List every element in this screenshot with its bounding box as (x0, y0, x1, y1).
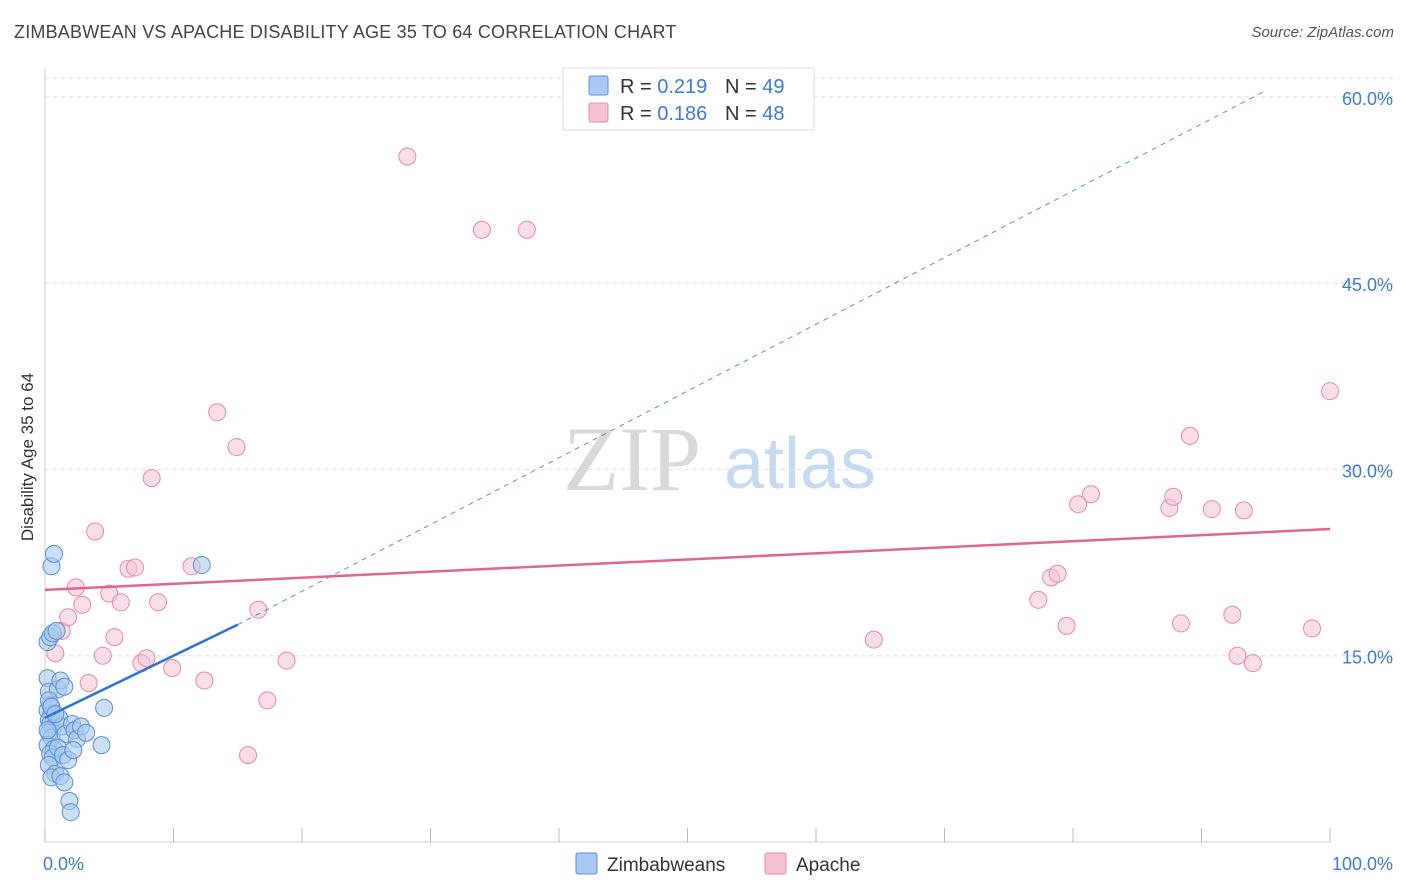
legend-swatch-pink (588, 102, 609, 123)
y-tick-label: 45.0% (1342, 275, 1393, 295)
y-tick-labels: 15.0% 30.0% 45.0% 60.0% (1342, 89, 1393, 668)
watermark-zip: ZIP (563, 408, 701, 510)
apache-point (163, 659, 182, 678)
apache-point (1202, 500, 1221, 519)
gridlines (45, 77, 1393, 657)
apache-point (142, 469, 161, 488)
legend-row1: R = 0.219 N = 49 (620, 76, 785, 98)
zimbabwean-point (92, 736, 111, 755)
apache-point (111, 593, 130, 612)
apache-point (1069, 495, 1088, 514)
apache-point (137, 649, 156, 668)
x-tick-label: 100.0% (1332, 854, 1393, 874)
apache-point (864, 630, 883, 649)
apache-point (195, 671, 214, 690)
zimbabwean-point (95, 698, 114, 717)
apache-point (1321, 382, 1339, 401)
apache-trend-line (44, 527, 1331, 592)
apache-points (46, 147, 1339, 765)
apache-point (1057, 616, 1076, 635)
watermark-atlas: atlas (724, 424, 876, 504)
x-tick-labels: 0.0% 100.0% (43, 854, 1393, 874)
apache-point (517, 220, 536, 239)
zimbabwean-point (64, 741, 83, 760)
apache-point (1171, 614, 1190, 633)
y-tick-label: 15.0% (1342, 648, 1393, 668)
legend-bottom-swatch-pink (764, 852, 787, 875)
apache-point (258, 691, 277, 710)
legend-top: R = 0.219 N = 49 R = 0.186 N = 48 (562, 67, 815, 131)
apache-point (1243, 654, 1262, 673)
chart-title: ZIMBABWEAN VS APACHE DISABILITY AGE 35 T… (14, 22, 677, 42)
legend-bottom: Zimbabweans Apache (575, 852, 860, 876)
apache-point (249, 600, 268, 619)
apache-point (1303, 619, 1322, 638)
y-axis-title: Disability Age 35 to 64 (18, 373, 37, 541)
apache-point (1180, 426, 1199, 445)
apache-point (149, 593, 168, 612)
zimbabwean-point (55, 773, 74, 792)
legend-bottom-swatch-blue (575, 852, 598, 875)
apache-point (125, 558, 144, 577)
zimbabwean-point (61, 803, 80, 822)
legend-swatch-blue (588, 75, 609, 96)
apache-point (79, 674, 98, 693)
trend-lines (44, 90, 1331, 719)
apache-point (93, 646, 112, 665)
apache-point (208, 403, 227, 422)
apache-point (1164, 487, 1183, 506)
x-tick-label: 0.0% (43, 854, 84, 874)
apache-point (1029, 590, 1048, 609)
apache-point (239, 746, 258, 765)
apache-point (1081, 485, 1100, 504)
apache-point (472, 220, 491, 239)
apache-point (227, 438, 246, 457)
zimbabwean-trend-extension (237, 90, 1266, 626)
apache-point (59, 608, 78, 627)
legend-bottom-label-apache: Apache (796, 855, 860, 876)
y-tick-label: 30.0% (1342, 461, 1393, 481)
apache-point (1223, 605, 1242, 624)
apache-point (398, 147, 417, 166)
zimbabwean-point (44, 544, 63, 563)
source-label: Source: ZipAtlas.com (1251, 24, 1394, 41)
legend-row2: R = 0.186 N = 48 (620, 103, 785, 125)
apache-point (73, 595, 92, 614)
y-tick-label: 60.0% (1342, 89, 1393, 109)
apache-point (1234, 501, 1253, 520)
zimbabwean-point (77, 723, 96, 742)
apache-point (1228, 646, 1247, 665)
apache-point (1048, 564, 1067, 583)
apache-point (105, 628, 124, 647)
legend-bottom-label-zimbabweans: Zimbabweans (607, 855, 725, 876)
apache-point (277, 651, 296, 670)
apache-point (86, 522, 105, 541)
zimbabwean-point (55, 677, 74, 696)
zimbabwean-point (192, 556, 211, 575)
zimbabwean-trend-line (44, 623, 239, 719)
zimbabwean-point (47, 621, 66, 640)
zimbabwean-point (38, 721, 57, 740)
